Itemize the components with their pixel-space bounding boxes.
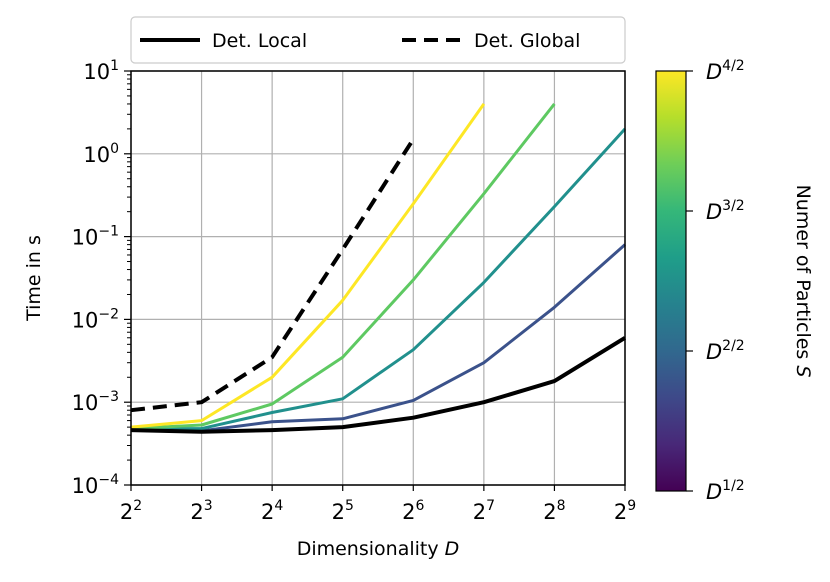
legend-box bbox=[130, 16, 626, 64]
x-tick-label: 23 bbox=[190, 498, 212, 524]
y-tick-label: 10−3 bbox=[72, 389, 119, 415]
x-axis-title: Dimensionality D bbox=[297, 538, 460, 560]
y-tick-label: 10−1 bbox=[72, 224, 119, 250]
colorbar-tick-label: D3/2 bbox=[706, 198, 745, 224]
series-layer bbox=[130, 102, 627, 434]
y-axis: 10−4 10−3 10−2 10−1 100 101 bbox=[72, 58, 131, 498]
colorbar-tick-label: D2/2 bbox=[706, 338, 745, 364]
y-tick-label: 101 bbox=[83, 58, 119, 84]
x-axis: 22 23 24 25 26 27 28 29 bbox=[120, 485, 636, 524]
colorbar-label: Numer of Particles S bbox=[792, 185, 814, 378]
x-tick-label: 27 bbox=[473, 498, 495, 524]
colorbar-tick-label: D4/2 bbox=[706, 58, 745, 84]
x-tick-label: 28 bbox=[543, 498, 565, 524]
y-tick-label: 10−2 bbox=[72, 306, 119, 332]
series-line bbox=[130, 138, 415, 413]
series-line bbox=[131, 127, 627, 431]
x-tick-label: 25 bbox=[332, 498, 354, 524]
colorbar-tick-label: D1/2 bbox=[706, 478, 745, 504]
series-line bbox=[130, 102, 556, 431]
legend-label-det-global: Det. Global bbox=[474, 30, 580, 52]
series-line bbox=[130, 103, 486, 429]
legend-label-det-local: Det. Local bbox=[212, 30, 307, 52]
legend: Det. Local Det. Global bbox=[130, 16, 626, 64]
x-tick-label: 29 bbox=[614, 498, 636, 524]
series-line bbox=[130, 336, 627, 434]
x-tick-label: 24 bbox=[261, 498, 283, 524]
y-tick-label: 100 bbox=[83, 141, 119, 167]
plot-frame bbox=[130, 70, 626, 486]
x-tick-label: 26 bbox=[402, 498, 424, 524]
colorbar: D1/2 D2/2 D3/2 D4/2 Numer of Particles S bbox=[655, 58, 814, 504]
series-line bbox=[130, 243, 626, 433]
y-axis-title: Time in s bbox=[23, 235, 45, 322]
y-tick-label: 10−4 bbox=[72, 472, 119, 498]
colorbar-ticks: D1/2 D2/2 D3/2 D4/2 bbox=[686, 58, 745, 504]
x-tick-label: 22 bbox=[120, 498, 142, 524]
colorbar-bar bbox=[655, 70, 687, 492]
